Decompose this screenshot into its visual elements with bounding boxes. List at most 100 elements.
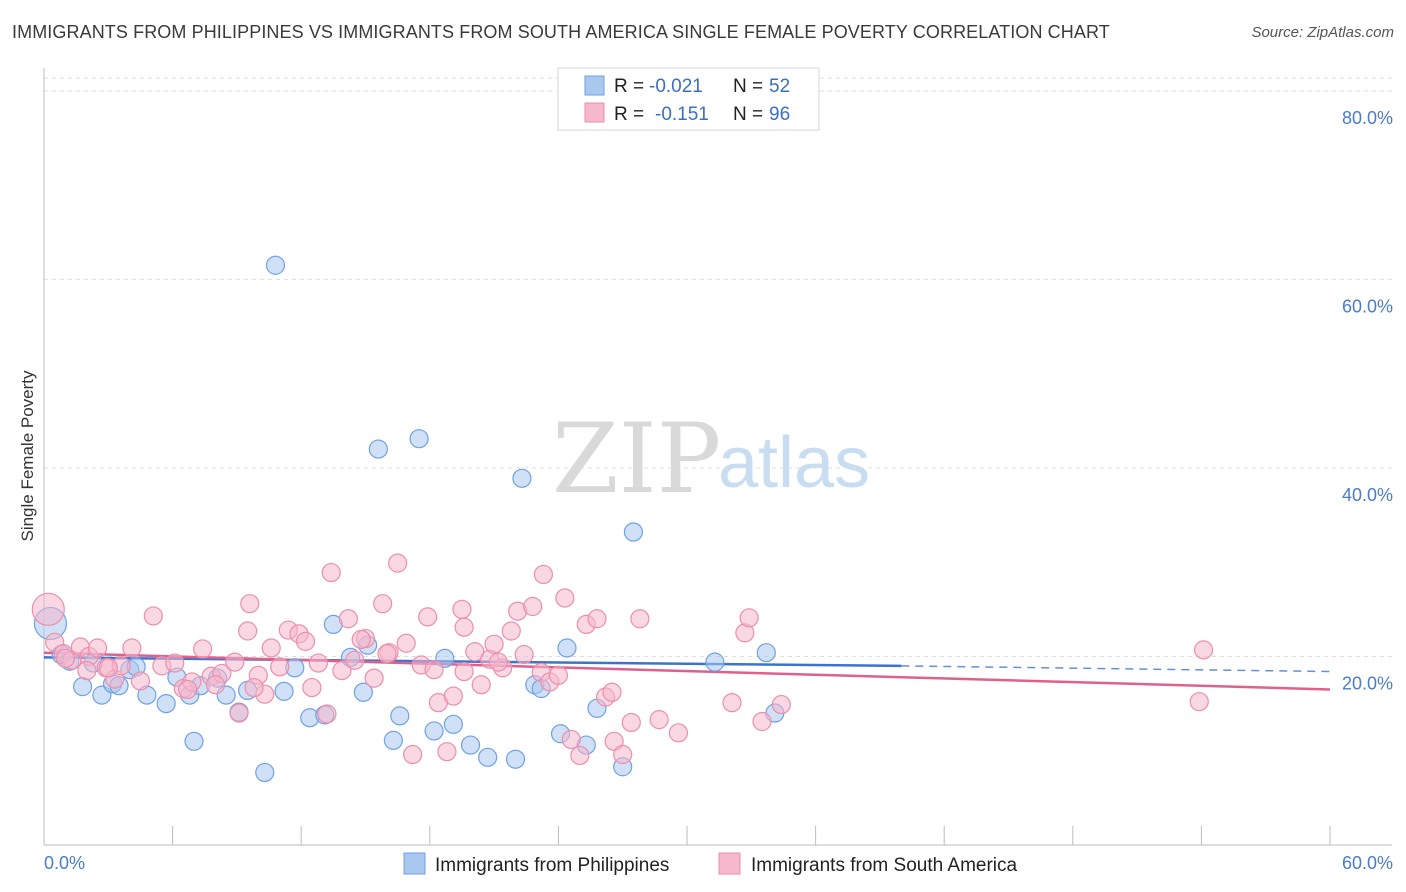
bottom-legend-swatch-philippines: [403, 852, 426, 875]
point-south-america: [437, 742, 457, 762]
trend-line-philippines-extension: [901, 665, 1331, 673]
point-south-america: [308, 653, 328, 673]
bottom-legend-swatch-south-america: [718, 852, 741, 875]
legend-swatch-philippines: [584, 75, 605, 96]
point-philippines: [557, 638, 577, 658]
point-south-america: [602, 682, 622, 702]
legend-n-value-philippines: 52: [769, 76, 790, 97]
point-south-america: [143, 606, 163, 626]
legend-n-value-south-america: 96: [769, 104, 790, 125]
point-philippines: [184, 731, 204, 751]
point-south-america: [244, 677, 264, 698]
point-south-america: [55, 648, 76, 668]
point-philippines: [756, 643, 776, 663]
point-south-america: [87, 638, 108, 658]
point-south-america: [452, 599, 472, 619]
legend-swatch-south-america: [584, 102, 605, 123]
point-south-america: [122, 638, 142, 658]
legend-n-label: N =: [733, 104, 763, 125]
point-south-america: [561, 729, 581, 750]
point-south-america: [178, 679, 198, 700]
point-south-america: [570, 745, 590, 766]
point-philippines: [72, 677, 93, 697]
point-south-america: [722, 693, 742, 713]
point-philippines: [705, 652, 725, 672]
point-south-america: [364, 668, 384, 688]
point-south-america: [548, 665, 569, 685]
point-south-america: [454, 661, 474, 682]
bottom-legend-label-philippines: Immigrants from Philippines: [435, 855, 669, 876]
y-tick-label: 60.0%: [1342, 296, 1393, 316]
x-tick-label-max: 60.0%: [1342, 853, 1393, 873]
point-south-america: [317, 704, 337, 724]
point-south-america: [261, 638, 281, 658]
point-south-america: [501, 621, 521, 641]
point-south-america: [205, 675, 226, 695]
point-philippines: [478, 747, 498, 767]
point-south-america: [418, 607, 438, 627]
point-south-america: [238, 621, 258, 641]
point-south-america: [555, 588, 575, 608]
point-south-america: [621, 712, 641, 733]
point-south-america: [739, 608, 759, 628]
point-south-america: [295, 631, 316, 651]
watermark: ZIP atlas: [552, 403, 870, 515]
point-south-america: [377, 644, 397, 664]
chart-title: IMMIGRANTS FROM PHILIPPINES VS IMMIGRANT…: [12, 22, 1110, 42]
point-south-america: [424, 660, 444, 680]
y-axis-label: Single Female Poverty: [18, 370, 37, 542]
legend-n-label: N =: [733, 76, 763, 97]
legend-r-label: R =: [614, 104, 644, 125]
point-south-america: [514, 644, 534, 665]
point-philippines: [274, 681, 294, 701]
point-south-america: [77, 661, 97, 681]
point-south-america: [373, 594, 393, 614]
point-south-america: [1189, 692, 1209, 712]
point-south-america: [752, 711, 772, 732]
point-south-america: [396, 633, 416, 653]
trend-line-philippines: [43, 656, 902, 668]
point-philippines: [383, 730, 403, 750]
point-south-america: [302, 677, 322, 698]
point-south-america: [523, 596, 543, 617]
point-south-america: [471, 675, 491, 695]
point-philippines: [156, 693, 176, 714]
point-south-america: [454, 617, 474, 637]
point-south-america: [533, 564, 553, 585]
point-philippines: [512, 468, 532, 488]
bottom-legend-label-south-america: Immigrants from South America: [751, 855, 1018, 876]
legend-r-label: R =: [614, 76, 644, 97]
point-south-america: [270, 657, 290, 677]
y-tick-label: 80.0%: [1342, 108, 1393, 128]
source-credit: Source: ZipAtlas.com: [1251, 24, 1394, 41]
point-south-america: [771, 694, 791, 715]
trend-line-south-america: [43, 651, 1331, 691]
point-south-america: [351, 629, 371, 650]
point-south-america: [668, 723, 689, 743]
point-south-america: [130, 671, 151, 691]
point-philippines: [390, 706, 410, 726]
point-south-america: [613, 744, 633, 765]
x-tick-label-min: 0.0%: [44, 853, 85, 873]
point-south-america: [649, 710, 669, 730]
point-south-america: [587, 609, 607, 629]
axes: 0.0% 60.0%: [43, 68, 1393, 873]
point-south-america: [240, 594, 260, 614]
point-south-america: [229, 703, 249, 723]
legend-r-value-philippines: -0.021: [649, 76, 703, 97]
point-philippines: [265, 255, 286, 275]
point-south-america: [165, 653, 185, 673]
point-south-america: [443, 686, 463, 706]
point-south-america: [345, 650, 365, 670]
point-philippines: [505, 749, 526, 769]
data-points: [31, 255, 1214, 783]
point-philippines: [255, 762, 275, 783]
y-tick-label: 40.0%: [1342, 485, 1393, 505]
point-south-america: [321, 562, 341, 583]
point-south-america: [403, 744, 423, 765]
point-philippines: [443, 714, 463, 734]
trend-lines: [43, 651, 1331, 691]
point-philippines: [353, 682, 373, 702]
y-tick-label: 20.0%: [1342, 673, 1393, 693]
